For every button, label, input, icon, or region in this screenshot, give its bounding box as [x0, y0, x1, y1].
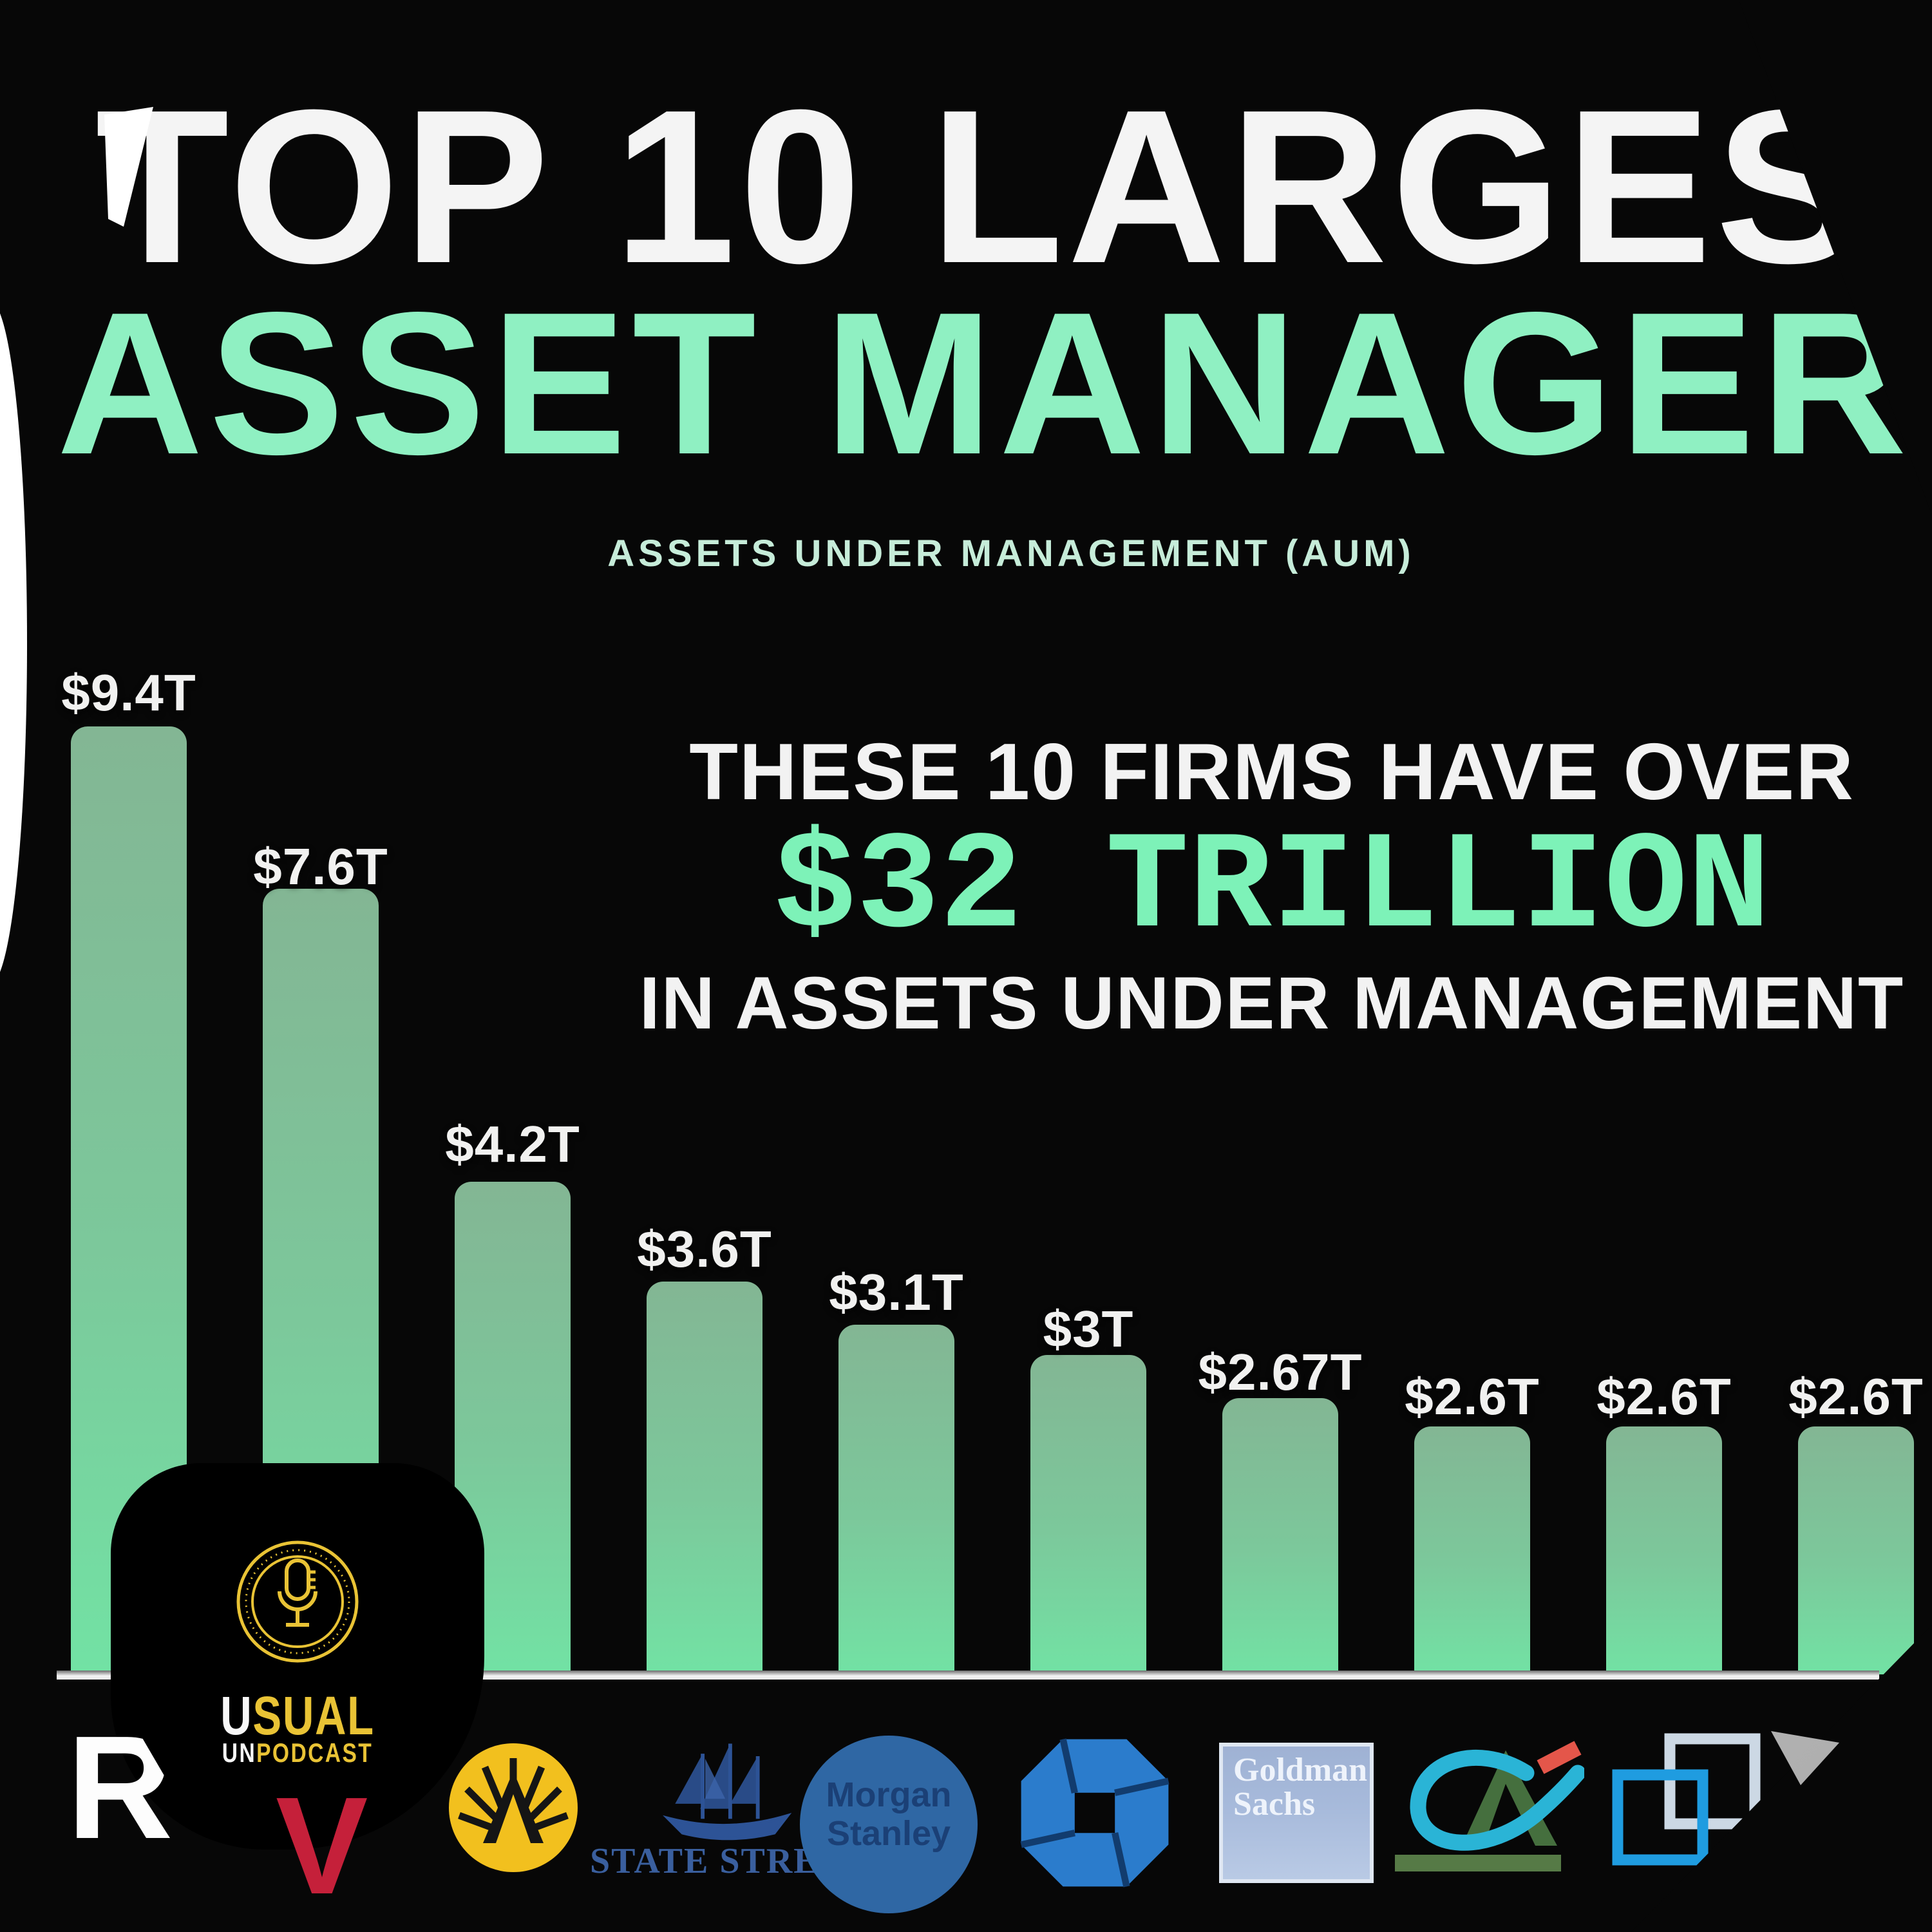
bar-jpmorgan-chase [1030, 1355, 1146, 1674]
sub-un: UN [222, 1738, 257, 1768]
bar-state-street [647, 1282, 762, 1674]
podcast-sub-text: UNPODCAST [222, 1738, 373, 1768]
morgan-stanley-logo: Morgan Stanley [800, 1736, 978, 1913]
bar-value-label: $9.4T [61, 664, 196, 721]
credit-agricole-icon [1391, 1738, 1584, 1874]
bar-value-label: $3.1T [829, 1264, 964, 1321]
page-title: TOP 10 LARGEST [95, 64, 1932, 309]
bar-value-label: $3T [1043, 1300, 1134, 1358]
brand-u: U [220, 1685, 253, 1746]
podcast-brand-text: USUAL [220, 1685, 374, 1747]
bar-goldman-sachs [1222, 1398, 1338, 1674]
bar-overlapping-squares-logo [1606, 1426, 1722, 1674]
chase-octagon-icon [1008, 1729, 1182, 1897]
callout-line3: IN ASSETS UNDER MANAGEMENT [639, 962, 1905, 1045]
bar-value-label: $7.6T [253, 838, 388, 895]
overlapping-squares-icon [1609, 1732, 1763, 1877]
goldman-text-line1: Goldman [1233, 1752, 1368, 1788]
morgan-stanley-text-line2: Stanley [826, 1814, 951, 1853]
bar-value-label: $2.67T [1198, 1343, 1363, 1401]
left-edge-white-sliver [0, 301, 27, 984]
bar-morgan-stanley [838, 1325, 954, 1674]
chart-baseline [57, 1671, 1879, 1680]
bar-value-label: $2.6T [1596, 1368, 1732, 1425]
goldman-text-line2: Sachs [1233, 1786, 1316, 1823]
goldman-sachs-logo: Goldman Sachs [1219, 1743, 1374, 1883]
fidelity-sunburst-icon [444, 1739, 583, 1877]
bar-logo-hidden-by-corner-fold [1798, 1426, 1914, 1674]
page-title-line2: ASSET MANAGERS [57, 270, 1932, 497]
bar-value-label: $4.2T [445, 1115, 580, 1173]
podcast-badge-plate [111, 1463, 484, 1850]
bar-value-label: $2.6T [1405, 1368, 1540, 1425]
sub-podcast: PODCAST [256, 1738, 374, 1768]
brand-sual: SUAL [252, 1685, 375, 1746]
bar-value-label: $3.6T [637, 1220, 772, 1278]
bar-credit-agricole [1414, 1426, 1530, 1674]
page-subtitle: ASSETS UNDER MANAGEMENT (AUM) [607, 533, 1415, 574]
callout-highlight: $32 TRILLION [773, 810, 1771, 967]
microphone-icon [233, 1537, 362, 1666]
state-street-ship-icon [647, 1734, 808, 1846]
bar-value-label: $2.6T [1788, 1368, 1924, 1425]
morgan-stanley-text-line1: Morgan [826, 1776, 952, 1814]
vanguard-logo-fragment: V [276, 1768, 368, 1923]
callout-line1: THESE 10 FIRMS HAVE OVER [689, 728, 1855, 817]
